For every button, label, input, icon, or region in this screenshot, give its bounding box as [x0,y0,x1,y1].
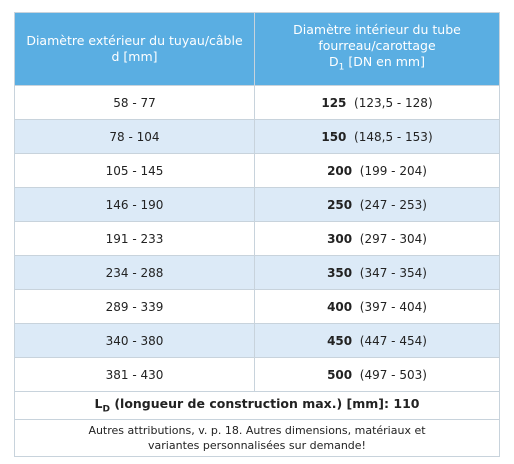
table-row: 105 - 145 200 (199 - 204) [14,153,500,188]
outer-diameter: 58 - 77 [113,95,156,110]
diameter-range: (297 - 304) [359,231,427,246]
table-row: 78 - 104 150 (148,5 - 153) [14,119,500,154]
cell: 234 - 288 [14,255,255,290]
table-container: Diamètre extérieur du tuyau/câble d [mm] … [14,12,500,457]
unit: [DN en mm] [344,54,425,70]
cell: 300 (297 - 304) [254,221,500,256]
cell: 289 - 339 [14,289,255,324]
cell: 350 (347 - 354) [254,255,500,290]
cell: 200 (199 - 204) [254,153,500,188]
header-line: Diamètre extérieur du tuyau/câble [26,33,243,48]
table-row: 234 - 288 350 (347 - 354) [14,255,500,290]
outer-diameter: 105 - 145 [105,163,164,178]
footer-text: (longueur de construction max.) [mm]: 11… [109,396,420,412]
cell: 340 - 380 [14,323,255,358]
note-line: variantes personnalisées sur demande! [148,439,366,452]
diameter-range: (397 - 404) [359,299,427,314]
nominal-diameter: 500 [327,367,353,382]
header-cell: Diamètre intérieur du tube fourreau/carot… [254,12,500,86]
cell: 500 (497 - 503) [254,357,500,392]
outer-diameter: 289 - 339 [105,299,164,314]
note-cell: Autres attributions, v. p. 18. Autres di… [14,419,500,457]
nominal-diameter: 150 [321,129,347,144]
table-row: 289 - 339 400 (397 - 404) [14,289,500,324]
table-row: 146 - 190 250 (247 - 253) [14,187,500,222]
nominal-diameter: 300 [327,231,353,246]
cell: 400 (397 - 404) [254,289,500,324]
cell: 78 - 104 [14,119,255,154]
nominal-diameter: 250 [327,197,353,212]
diameter-range: (497 - 503) [359,367,427,382]
diameter-range: (347 - 354) [359,265,427,280]
nominal-diameter: 350 [327,265,353,280]
cell: 105 - 145 [14,153,255,188]
note-line: Autres attributions, v. p. 18. Autres di… [88,424,426,437]
cell: 381 - 430 [14,357,255,392]
header-cell: Diamètre extérieur du tuyau/câble d [mm] [14,12,255,86]
table-row: 381 - 430 500 (497 - 503) [14,357,500,392]
cell: 450 (447 - 454) [254,323,500,358]
header-row: Diamètre extérieur du tuyau/câble d [mm] … [14,12,500,86]
outer-diameter: 146 - 190 [105,197,164,212]
nominal-diameter: 125 [321,95,347,110]
table-row: 58 - 77 125 (123,5 - 128) [14,85,500,120]
outer-diameter: 191 - 233 [105,231,164,246]
diameter-range: (123,5 - 128) [354,95,433,110]
footer-cell: LD (longueur de construction max.) [mm]:… [14,391,500,420]
footer-row: LD (longueur de construction max.) [mm]:… [14,391,500,420]
header-line: D1 [DN en mm] [255,54,499,76]
cell: 58 - 77 [14,85,255,120]
table-row: 191 - 233 300 (297 - 304) [14,221,500,256]
cell: 125 (123,5 - 128) [254,85,500,120]
subscript: D [102,404,110,415]
cell: 191 - 233 [14,221,255,256]
outer-diameter: 381 - 430 [105,367,164,382]
cell: 146 - 190 [14,187,255,222]
nominal-diameter: 200 [327,163,353,178]
cell: 150 (148,5 - 153) [254,119,500,154]
outer-diameter: 234 - 288 [105,265,164,280]
nominal-diameter: 400 [327,299,353,314]
header-line: Diamètre intérieur du tube [293,22,461,38]
header-line: d [mm] [111,49,158,64]
dimension-table: Diamètre extérieur du tuyau/câble d [mm] … [14,12,500,457]
table-row: 340 - 380 450 (447 - 454) [14,323,500,358]
table-body: 58 - 77 125 (123,5 - 128) 78 - 104 150 (148… [14,85,500,457]
outer-diameter: 78 - 104 [109,129,160,144]
outer-diameter: 340 - 380 [105,333,164,348]
diameter-range: (247 - 253) [359,197,427,212]
diameter-range: (199 - 204) [359,163,427,178]
subscript: 1 [338,62,345,73]
symbol: L [94,396,103,412]
diameter-range: (148,5 - 153) [354,129,433,144]
symbol: D [329,54,339,70]
nominal-diameter: 450 [327,333,353,348]
header-line: fourreau/carottage [318,38,436,54]
note-row: Autres attributions, v. p. 18. Autres di… [14,419,500,457]
diameter-range: (447 - 454) [359,333,427,348]
cell: 250 (247 - 253) [254,187,500,222]
